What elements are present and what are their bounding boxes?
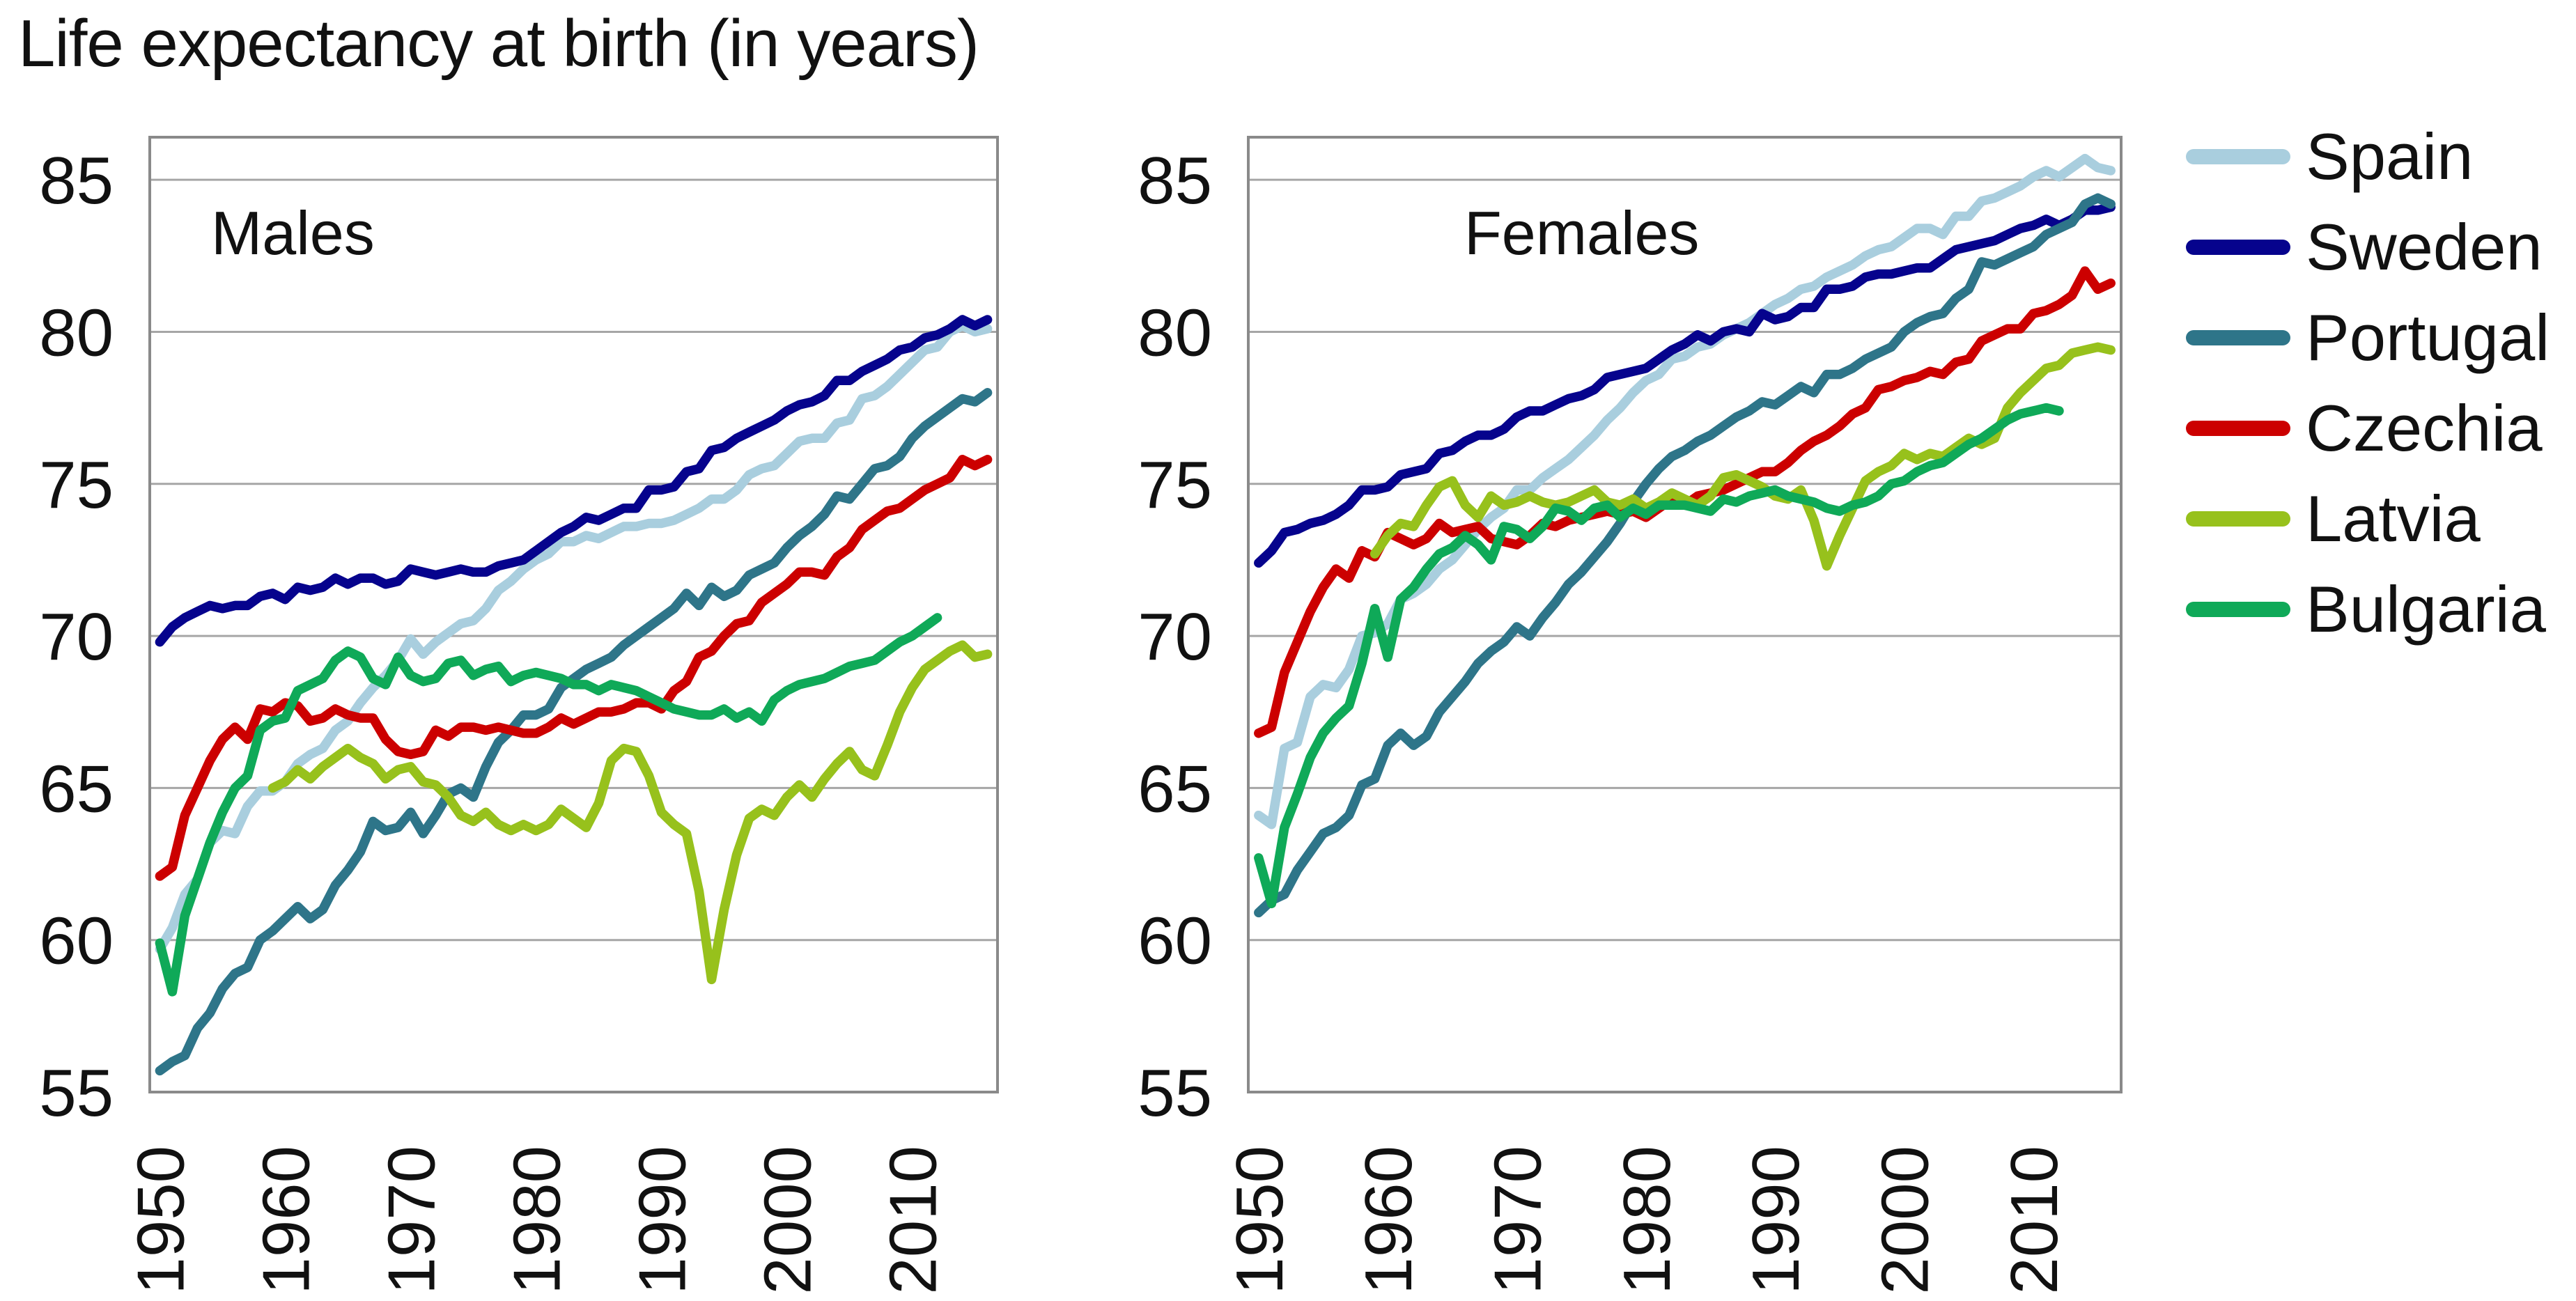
males-y-tick-85: 85: [39, 143, 114, 218]
legend-item-bulgaria: Bulgaria: [2186, 564, 2576, 655]
males-line-portugal: [155, 388, 993, 1076]
females-y-tick-85: 85: [1138, 143, 1212, 218]
females-y-tick-75: 75: [1138, 448, 1212, 522]
legend-swatch-spain: [2186, 149, 2290, 164]
males-line-sweden: [155, 315, 993, 647]
legend: Spain Sweden Portugal Czechia Latvia Bul…: [2186, 111, 2576, 655]
females-x-tick-1990: 1990: [1739, 1146, 1813, 1295]
males-x-tick-1950: 1950: [123, 1146, 198, 1295]
males-x-tick-1990: 1990: [626, 1146, 700, 1295]
legend-item-latvia: Latvia: [2186, 474, 2576, 564]
males-line-spain: [155, 320, 993, 954]
females-line-portugal: [1254, 193, 2116, 918]
females-y-tick-55: 55: [1138, 1056, 1212, 1130]
males-x-tick-1980: 1980: [499, 1146, 574, 1295]
legend-swatch-portugal: [2186, 330, 2290, 345]
males-y-tick-70: 70: [39, 600, 114, 674]
females-y-tick-80: 80: [1138, 295, 1212, 370]
males-y-tick-55: 55: [39, 1056, 114, 1130]
males-line-bulgaria: [155, 613, 942, 997]
legend-swatch-czechia: [2186, 421, 2290, 436]
legend-swatch-bulgaria: [2186, 602, 2290, 617]
males-line-czechia: [155, 455, 993, 881]
males-y-tick-60: 60: [39, 904, 114, 979]
females-y-tick-60: 60: [1138, 904, 1212, 979]
females-line-bulgaria: [1254, 403, 2064, 909]
males-panel-label: Males: [211, 198, 375, 267]
females-panel-label: Females: [1464, 198, 1699, 267]
males-y-tick-75: 75: [39, 448, 114, 522]
males-x-tick-2000: 2000: [751, 1146, 825, 1295]
legend-item-sweden: Sweden: [2186, 202, 2576, 293]
legend-item-czechia: Czechia: [2186, 383, 2576, 474]
legend-label-spain: Spain: [2306, 120, 2474, 193]
females-x-tick-2000: 2000: [1868, 1146, 1943, 1295]
males-line-latvia: [267, 640, 993, 985]
legend-label-czechia: Czechia: [2306, 391, 2543, 465]
legend-swatch-sweden: [2186, 240, 2290, 255]
legend-item-spain: Spain: [2186, 111, 2576, 202]
females-y-tick-65: 65: [1138, 751, 1212, 826]
females-x-tick-1950: 1950: [1223, 1146, 1297, 1295]
females-x-tick-1980: 1980: [1610, 1146, 1684, 1295]
males-y-tick-80: 80: [39, 295, 114, 370]
males-x-tick-1960: 1960: [249, 1146, 323, 1295]
legend-swatch-latvia: [2186, 511, 2290, 527]
males-x-tick-1970: 1970: [374, 1146, 449, 1295]
females-x-tick-1960: 1960: [1351, 1146, 1426, 1295]
females-plot-frame: [1247, 136, 2123, 1093]
males-y-tick-65: 65: [39, 751, 114, 826]
females-x-tick-2010: 2010: [1997, 1146, 2072, 1295]
females-line-sweden: [1254, 202, 2116, 568]
males-x-tick-2010: 2010: [876, 1146, 951, 1295]
legend-label-latvia: Latvia: [2306, 482, 2481, 555]
legend-label-bulgaria: Bulgaria: [2306, 572, 2546, 646]
legend-label-portugal: Portugal: [2306, 301, 2550, 374]
page-title: Life expectancy at birth (in years): [18, 6, 979, 81]
legend-item-portugal: Portugal: [2186, 293, 2576, 383]
legend-label-sweden: Sweden: [2306, 210, 2543, 283]
females-y-tick-70: 70: [1138, 600, 1212, 674]
males-plot-frame: [148, 136, 999, 1093]
females-line-latvia: [1370, 342, 2116, 571]
females-x-tick-1970: 1970: [1481, 1146, 1555, 1295]
